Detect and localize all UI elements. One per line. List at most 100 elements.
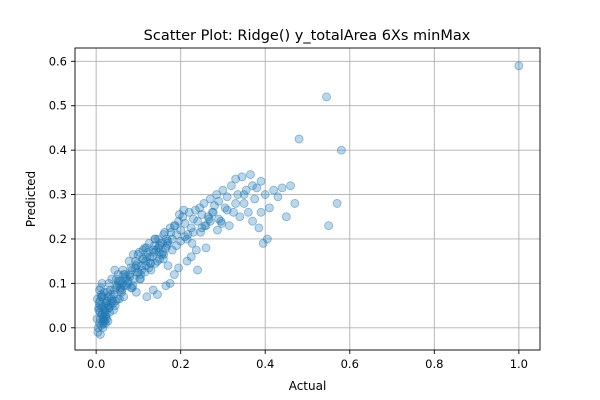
scatter-point [193,265,202,275]
scatter-point [154,247,164,257]
scatter-point [277,183,287,193]
scatter-point [213,225,222,235]
scatter-point [183,230,193,239]
scatter-point [218,185,228,195]
scatter-point [142,243,151,253]
scatter-point [165,278,175,288]
scatter-point [246,170,255,179]
scatter-point [94,303,104,313]
scatter-point [186,252,196,262]
scatter-point [191,245,201,255]
y-tick-label: 0.5 [49,99,67,113]
scatter-point [217,219,227,228]
scatter-point [159,250,169,259]
scatter-point [193,216,202,226]
scatter-point [241,185,251,195]
scatter-point [98,318,108,328]
x-axis-label: Actual [289,379,327,393]
scatter-point [128,281,138,291]
plot-frame [74,47,541,351]
scatter-point [208,207,218,217]
scatter-point [212,190,222,199]
scatter-point [254,223,264,233]
scatter-point [114,278,124,288]
scatter-point [126,263,136,273]
scatter-point [250,194,260,204]
scatter-point [205,194,215,204]
scatter-point [179,205,189,215]
x-tick-label: 0.2 [172,357,190,371]
scatter-point [231,199,241,208]
scatter-point [150,234,160,244]
x-ticks: 0.0 0.2 0.4 0.6 0.8 1.0 [87,350,528,371]
scatter-point [161,281,171,291]
scatter-point [224,221,234,231]
y-tick-label: 0.1 [49,276,67,290]
scatter-point [322,92,331,102]
scatter-point [163,261,173,271]
y-tick-label: 0.3 [49,188,67,202]
scatter-point [262,234,272,244]
scatter-point [96,292,106,302]
scatter-point [158,254,168,264]
scatter-point [174,263,183,273]
scatter-point [514,61,524,71]
y-tick-label: 0.4 [49,143,67,157]
scatter-point [110,265,120,275]
scatter-point [113,294,123,304]
scatter-point [162,234,172,244]
scatter-point [135,274,145,284]
scatter-point [286,181,295,191]
scatter-point [222,192,232,202]
scatter-point [188,214,198,224]
scatter-point [214,196,224,206]
scatter-point [336,145,346,155]
scatter-point [248,216,257,226]
scatter-point [104,278,114,288]
scatter-point [239,190,249,199]
scatter-point [201,243,211,253]
scatter-point [144,239,154,248]
scatter-point [180,219,190,228]
scatter-point [97,278,107,288]
scatter-point [235,212,245,222]
scatter-point [166,227,176,237]
scatter-point [256,176,266,186]
scatter-point [273,192,283,202]
scatter-point [237,172,247,182]
scatter-point [110,301,120,310]
scatter-point [124,256,134,266]
scatter-point [239,199,249,208]
y-tick-label: 0.6 [49,54,67,68]
data-points [92,61,524,339]
scatter-point [92,314,102,324]
scatter-point [222,205,232,215]
scatter-point [98,323,108,333]
scatter-point [146,258,156,268]
scatter-point [95,330,105,339]
x-tick-label: 0.6 [341,357,359,371]
scatter-point [169,270,179,279]
x-tick-label: 0.8 [425,357,443,371]
scatter-point [227,181,236,191]
scatter-point [109,285,119,295]
scatter-point [187,239,197,248]
scatter-point [163,239,172,248]
scatter-point [332,199,342,208]
scatter-point [101,298,111,308]
y-axis-label: Predicted [24,171,38,227]
scatter-point [188,227,198,237]
y-tick-label: 0.2 [49,232,67,246]
scatter-point [199,199,209,208]
scatter-point [269,185,279,195]
scatter-point [294,134,304,144]
x-tick-label: 1.0 [510,357,528,371]
scatter-point [103,316,113,326]
x-tick-label: 0.4 [256,357,274,371]
chart-title: Scatter Plot: Ridge() y_totalArea 6Xs mi… [144,28,471,44]
scatter-point [214,214,224,224]
x-tick-label: 0.0 [87,357,105,371]
scatter-point [125,270,134,279]
scatter-point [100,307,110,317]
